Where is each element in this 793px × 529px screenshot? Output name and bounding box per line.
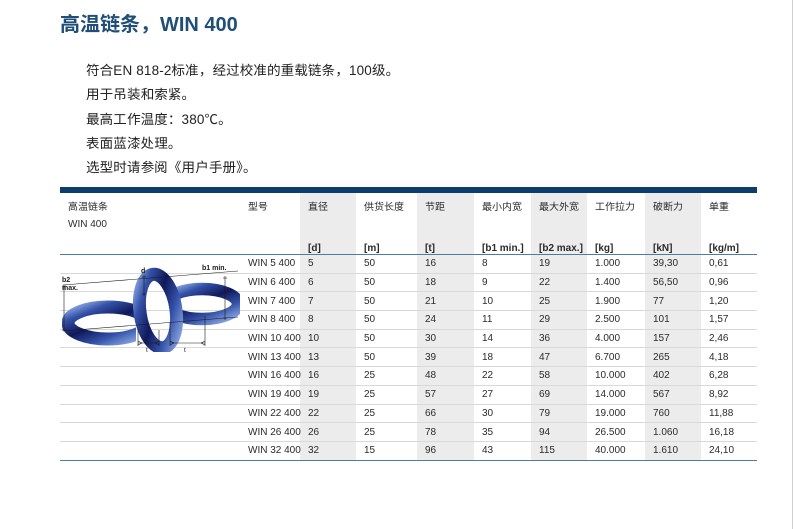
svg-text:t: t <box>146 347 148 352</box>
svg-text:b2: b2 <box>62 277 70 284</box>
svg-text:d: d <box>141 268 145 275</box>
svg-text:b1 min.: b1 min. <box>202 265 227 272</box>
svg-text:max.: max. <box>62 285 78 292</box>
svg-text:t: t <box>184 347 186 352</box>
